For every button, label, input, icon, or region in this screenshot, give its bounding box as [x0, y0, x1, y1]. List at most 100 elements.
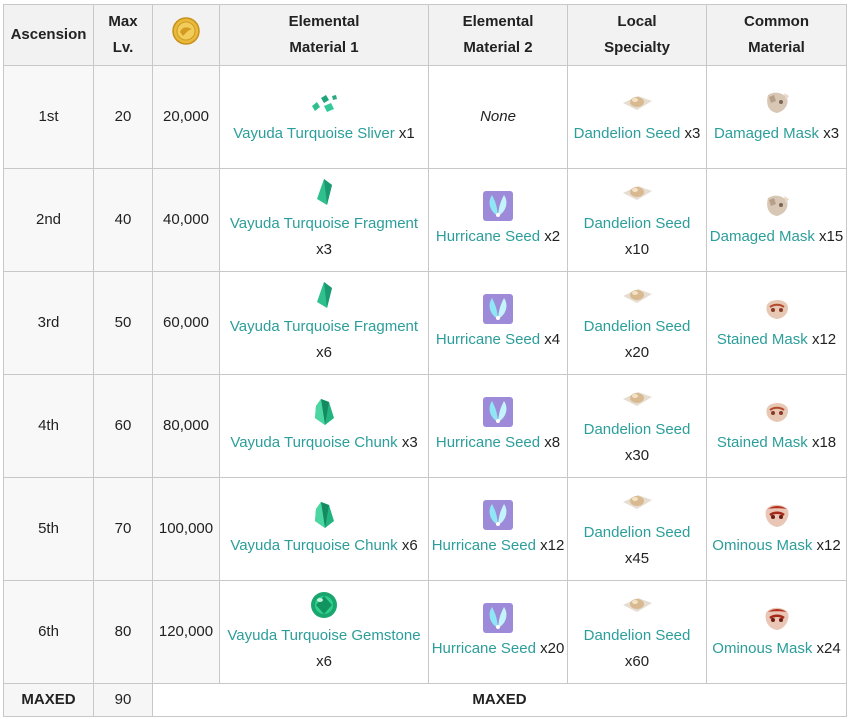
ascension-cell: 6th — [3, 580, 94, 684]
item-name-link[interactable]: Hurricane Seed — [435, 331, 541, 348]
mora-cell: 60,000 — [152, 271, 220, 375]
header-elemental-1: Elemental Material 1 — [219, 4, 429, 66]
elemental-1-cell: Vayuda Turquoise Chunk x3 — [219, 374, 429, 478]
item-name-link[interactable]: Vayuda Turquoise Chunk — [230, 537, 398, 554]
table-row: 5th 70 100,000 Vayuda Turquoise Chunk x6… — [3, 477, 847, 581]
common-material-cell: Ominous Mask x24 — [706, 580, 847, 684]
item-name-link[interactable]: Ominous Mask — [712, 640, 813, 657]
item-name-link[interactable]: Stained Mask — [716, 331, 808, 348]
item-label: Hurricane Seed x20 — [431, 636, 565, 662]
item-name-link[interactable]: Vayuda Turquoise Fragment — [229, 318, 419, 335]
local-specialty-cell: Dandelion Seed x30 — [567, 374, 707, 478]
mora-cell: 20,000 — [152, 65, 220, 169]
ascension-cell: 3rd — [3, 271, 94, 375]
hurricane-seed-icon[interactable] — [431, 293, 565, 325]
max-lv-cell: 20 — [93, 65, 153, 169]
local-specialty-cell: Dandelion Seed x60 — [567, 580, 707, 684]
common-material-cell: Damaged Mask x15 — [706, 168, 847, 272]
max-lv-cell: 80 — [93, 580, 153, 684]
turquoise-chunk-icon[interactable] — [222, 499, 426, 531]
item-quantity: x6 — [401, 537, 418, 554]
damaged-mask-icon[interactable] — [709, 87, 844, 119]
table-row: 4th 60 80,000 Vayuda Turquoise Chunk x3 … — [3, 374, 847, 478]
item-quantity: x20 — [540, 640, 565, 657]
item-name-link[interactable]: Vayuda Turquoise Fragment — [229, 215, 419, 232]
header-mora — [152, 4, 220, 66]
item-quantity: x60 — [624, 653, 650, 670]
dandelion-seed-icon[interactable] — [570, 589, 704, 621]
item-name-link[interactable]: Dandelion Seed — [583, 421, 691, 438]
dandelion-seed-icon[interactable] — [570, 486, 704, 518]
dandelion-seed-icon[interactable] — [570, 280, 704, 312]
item-name-link[interactable]: Vayuda Turquoise Sliver — [233, 125, 395, 142]
elemental-1-cell: Vayuda Turquoise Chunk x6 — [219, 477, 429, 581]
item-name-link[interactable]: Dandelion Seed — [583, 524, 691, 541]
ominous-mask-icon[interactable] — [709, 602, 844, 634]
item-quantity: x6 — [316, 653, 332, 670]
item-name-link[interactable]: Dandelion Seed — [573, 125, 681, 142]
ascension-cell: 5th — [3, 477, 94, 581]
max-lv-cell: 60 — [93, 374, 153, 478]
maxed-row: MAXED 90 MAXED — [3, 683, 847, 717]
item-quantity: x12 — [816, 537, 841, 554]
item-label: Hurricane Seed x4 — [431, 327, 565, 353]
common-material-cell: Stained Mask x12 — [706, 271, 847, 375]
item-name-link[interactable]: Damaged Mask — [713, 125, 820, 142]
hurricane-seed-icon[interactable] — [431, 499, 565, 531]
turquoise-gemstone-icon[interactable] — [222, 589, 426, 621]
max-lv-cell: 50 — [93, 271, 153, 375]
damaged-mask-icon[interactable] — [709, 190, 844, 222]
item-label: Dandelion Seed x45 — [570, 520, 704, 572]
maxed-max-lv-cell: 90 — [93, 683, 153, 717]
turquoise-chunk-icon[interactable] — [222, 396, 426, 428]
item-quantity: x6 — [316, 344, 332, 361]
stained-mask-icon[interactable] — [709, 293, 844, 325]
mora-cell: 80,000 — [152, 374, 220, 478]
item-name-link[interactable]: Dandelion Seed — [583, 627, 691, 644]
item-quantity: x3 — [684, 125, 701, 142]
elemental-1-cell: Vayuda Turquoise Fragment x3 — [219, 168, 429, 272]
ominous-mask-icon[interactable] — [709, 499, 844, 531]
elemental-2-cell: Hurricane Seed x12 — [428, 477, 568, 581]
item-label: Ominous Mask x12 — [709, 533, 844, 559]
dandelion-seed-icon[interactable] — [570, 177, 704, 209]
turquoise-sliver-icon[interactable] — [222, 87, 426, 119]
item-label: Dandelion Seed x3 — [570, 121, 704, 147]
turquoise-fragment-icon[interactable] — [222, 177, 426, 209]
item-name-link[interactable]: Dandelion Seed — [583, 215, 691, 232]
mora-cell: 120,000 — [152, 580, 220, 684]
elemental-2-cell: None — [428, 65, 568, 169]
header-local-specialty: Local Specialty — [567, 4, 707, 66]
item-name-link[interactable]: Hurricane Seed — [431, 640, 536, 657]
header-elemental-2-label: Elemental Material 2 — [462, 13, 534, 56]
elemental-2-cell: Hurricane Seed x4 — [428, 271, 568, 375]
hurricane-seed-icon[interactable] — [431, 602, 565, 634]
dandelion-seed-icon[interactable] — [570, 87, 704, 119]
item-name-link[interactable]: Stained Mask — [716, 434, 808, 451]
stained-mask-icon[interactable] — [709, 396, 844, 428]
max-lv-cell: 70 — [93, 477, 153, 581]
local-specialty-cell: Dandelion Seed x45 — [567, 477, 707, 581]
item-label: Vayuda Turquoise Gemstone x6 — [222, 623, 426, 675]
common-material-cell: Ominous Mask x12 — [706, 477, 847, 581]
ascension-cell: 1st — [3, 65, 94, 169]
item-label: Dandelion Seed x60 — [570, 623, 704, 675]
item-label: Stained Mask x18 — [709, 430, 844, 456]
hurricane-seed-icon[interactable] — [431, 396, 565, 428]
item-name-link[interactable]: Damaged Mask — [709, 228, 815, 245]
local-specialty-cell: Dandelion Seed x10 — [567, 168, 707, 272]
item-name-link[interactable]: Dandelion Seed — [583, 318, 691, 335]
turquoise-fragment-icon[interactable] — [222, 280, 426, 312]
item-name-link[interactable]: Vayuda Turquoise Gemstone — [227, 627, 421, 644]
item-name-link[interactable]: Vayuda Turquoise Chunk — [230, 434, 398, 451]
ascension-cell: 4th — [3, 374, 94, 478]
item-name-link[interactable]: Ominous Mask — [712, 537, 813, 554]
item-quantity: x12 — [540, 537, 565, 554]
dandelion-seed-icon[interactable] — [570, 383, 704, 415]
header-elemental-1-label: Elemental Material 1 — [288, 13, 360, 56]
item-name-link[interactable]: Hurricane Seed — [435, 434, 541, 451]
hurricane-seed-icon[interactable] — [431, 190, 565, 222]
item-name-link[interactable]: Hurricane Seed — [435, 228, 541, 245]
item-name-link[interactable]: Hurricane Seed — [431, 537, 536, 554]
maxed-summary-cell: MAXED — [152, 683, 847, 717]
